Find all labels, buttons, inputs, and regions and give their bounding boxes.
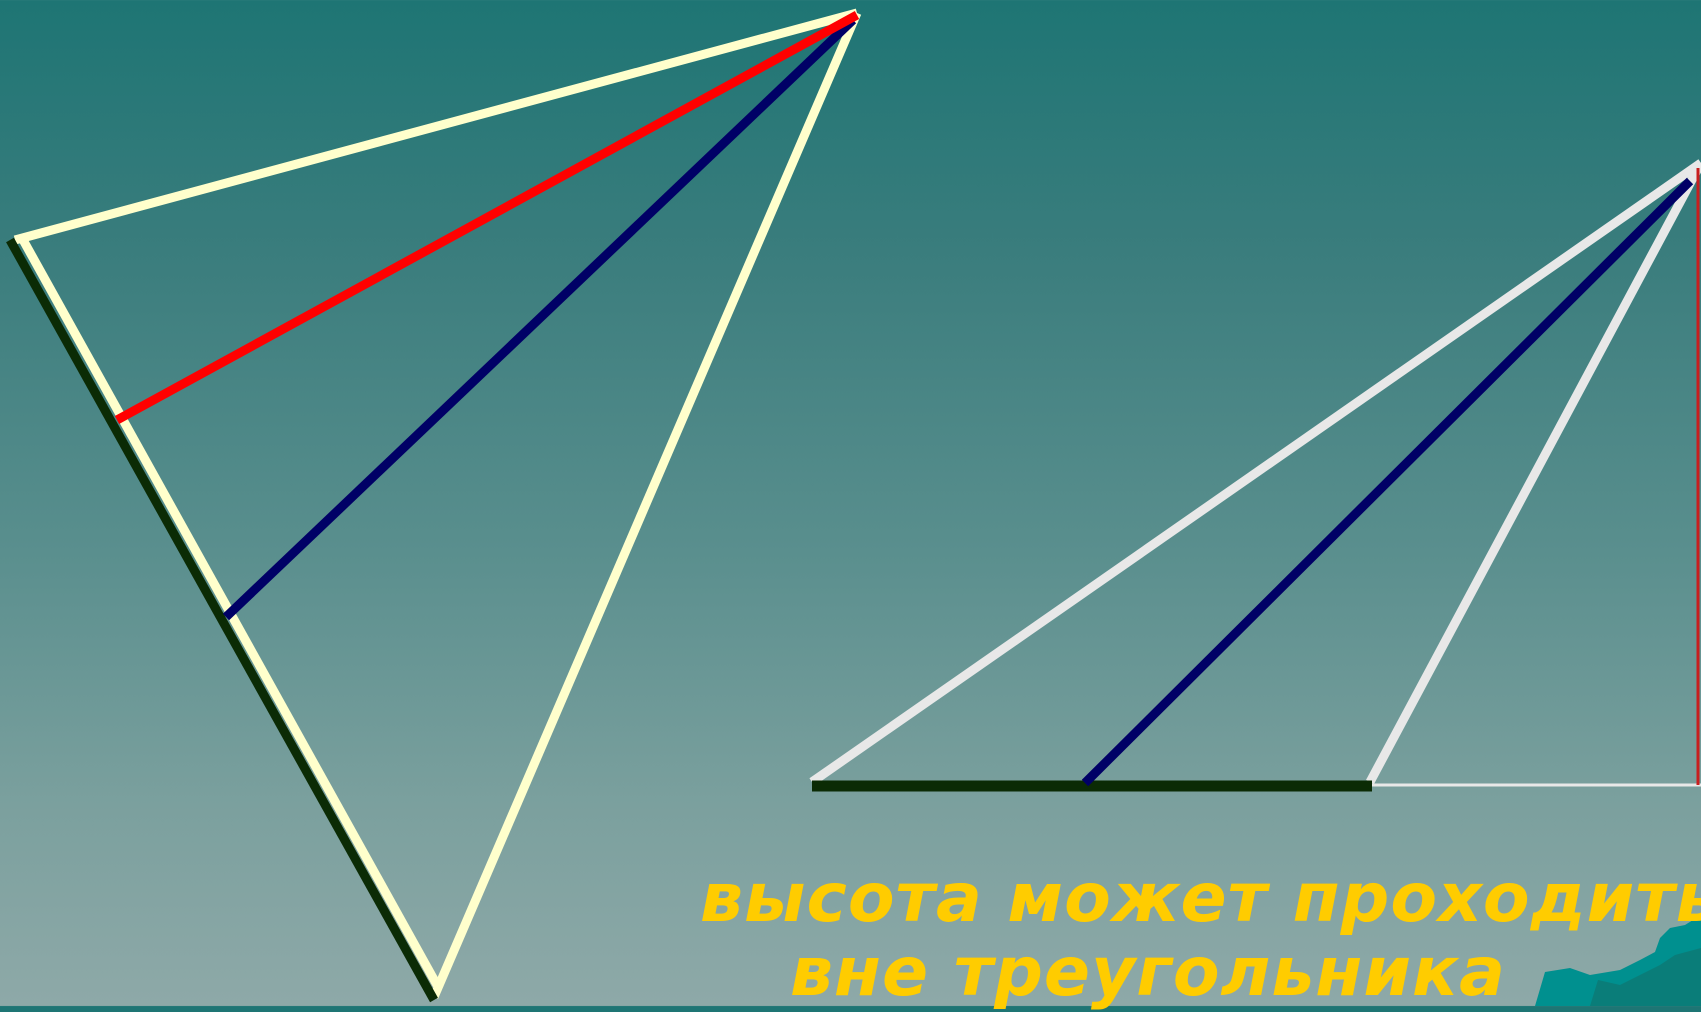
left-triangle-bisector: [222, 16, 857, 621]
right-triangle: [809, 159, 1701, 792]
left-triangle-side-right: [429, 11, 862, 999]
right-triangle-side-long: [809, 159, 1701, 786]
left-triangle: [6, 8, 862, 1003]
right-triangle-side-short: [1366, 160, 1701, 785]
caption: высота может проходить вне треугольника: [700, 862, 1701, 1010]
caption-line-1: высота может проходить: [700, 859, 1701, 938]
right-triangle-median: [1081, 177, 1694, 787]
caption-line-2: вне треугольника: [790, 933, 1507, 1012]
left-triangle-side-top: [13, 8, 859, 245]
corner-decoration-shadow: [1590, 948, 1701, 1006]
left-triangle-altitude: [114, 11, 860, 424]
left-triangle-side-highlight: [6, 237, 438, 1003]
